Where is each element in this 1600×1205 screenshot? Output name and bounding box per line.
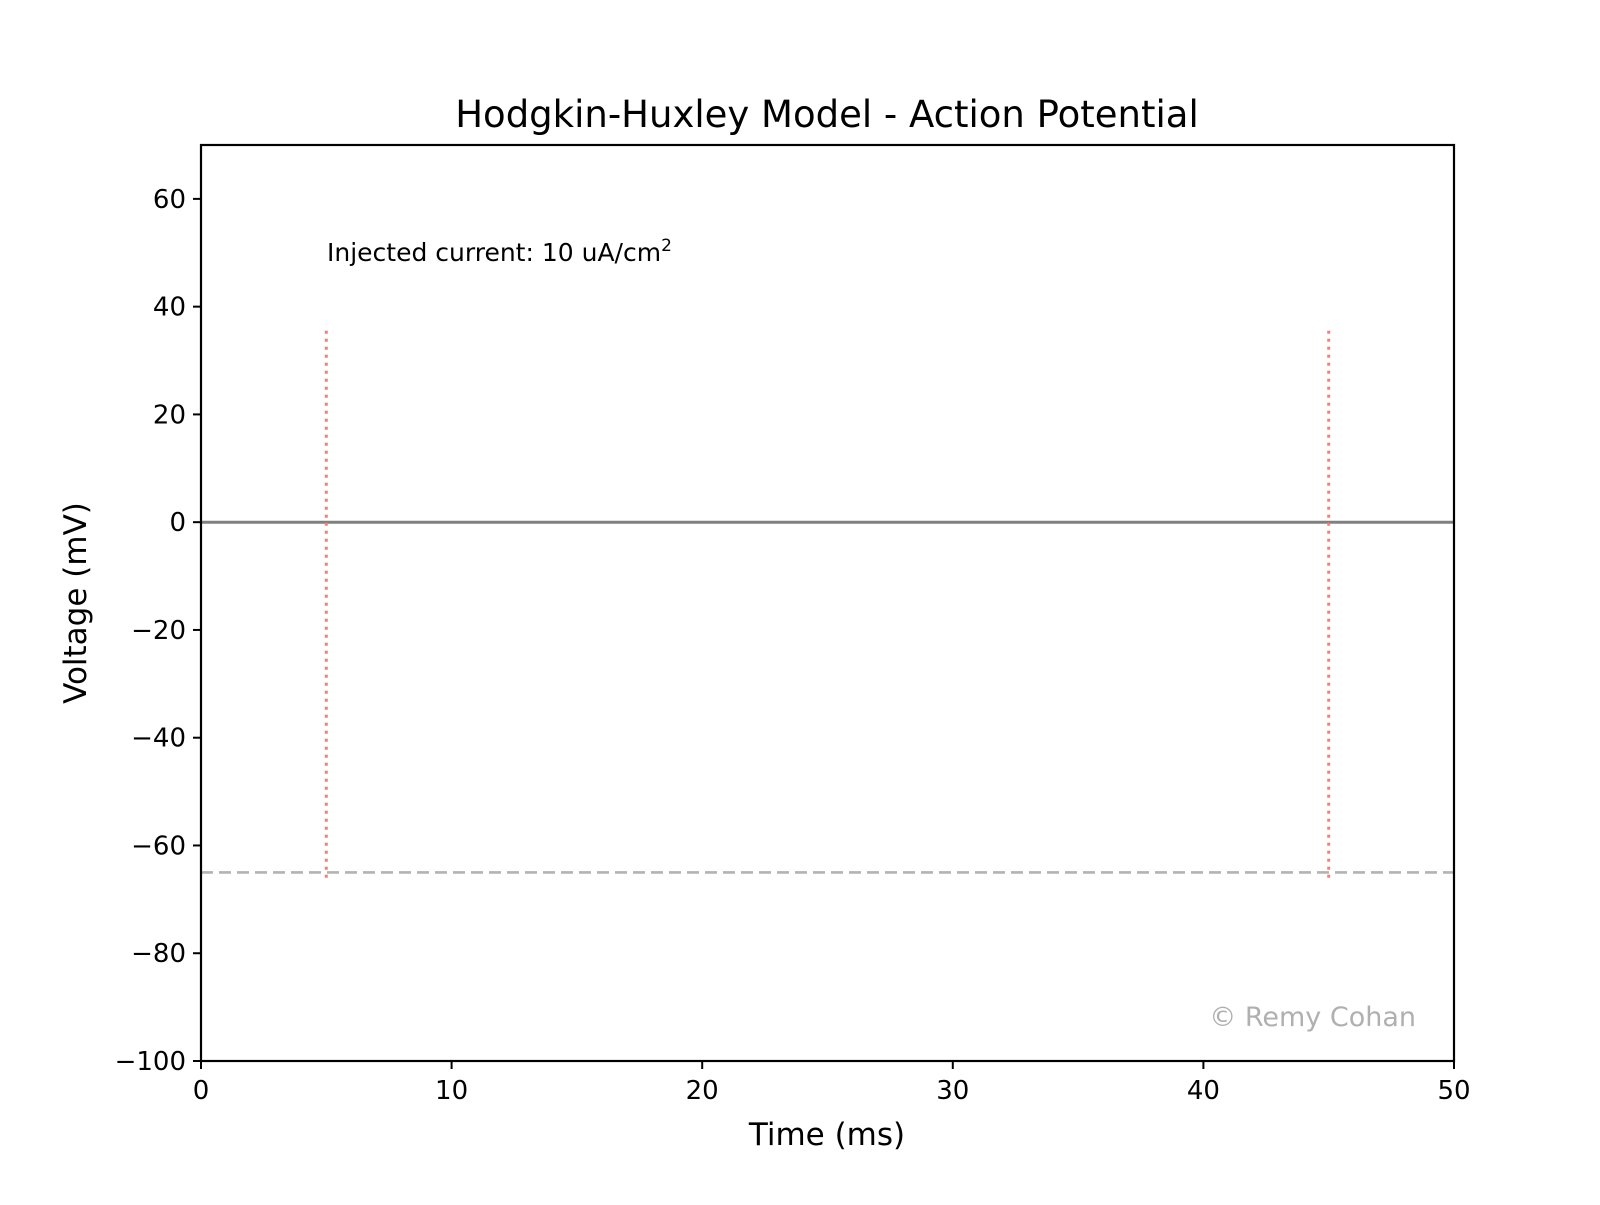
- x-axis-label: Time (ms): [748, 1117, 905, 1153]
- y-tick-label: 40: [153, 293, 186, 323]
- x-tick-label: 40: [1187, 1076, 1220, 1106]
- x-tick-label: 50: [1437, 1076, 1470, 1106]
- x-tick-label: 10: [435, 1076, 468, 1106]
- y-tick-label: 0: [169, 508, 186, 538]
- injected-current-annotation: Injected current: 10 uA/cm2: [327, 236, 672, 267]
- annotation-superscript: 2: [661, 236, 672, 256]
- y-tick-label: −40: [131, 724, 186, 754]
- watermark: © Remy Cohan: [1209, 1002, 1416, 1033]
- y-tick-label: −60: [131, 831, 186, 861]
- annotation-main-text: Injected current: 10 uA/cm: [327, 238, 661, 267]
- y-tick-label: 20: [153, 400, 186, 430]
- y-tick-label: 60: [153, 185, 186, 215]
- y-tick-label: −20: [131, 616, 186, 646]
- y-tick-label: −80: [131, 939, 186, 969]
- y-axis-ticks: −100 −80 −60 −40 −20 0 20 40 60: [115, 185, 201, 1077]
- y-tick-label: −100: [115, 1047, 186, 1077]
- plot-area-background: [201, 145, 1454, 1061]
- x-tick-label: 30: [936, 1076, 969, 1106]
- reference-lines-layer: [201, 328, 1454, 878]
- x-axis-ticks: 0 10 20 30 40 50: [193, 1061, 1471, 1106]
- x-tick-label: 20: [686, 1076, 719, 1106]
- x-tick-label: 0: [193, 1076, 210, 1106]
- plot-frame: [199, 143, 1456, 1063]
- chart-title: Hodgkin-Huxley Model - Action Potential: [455, 93, 1199, 136]
- y-axis-label: Voltage (mV): [58, 502, 94, 704]
